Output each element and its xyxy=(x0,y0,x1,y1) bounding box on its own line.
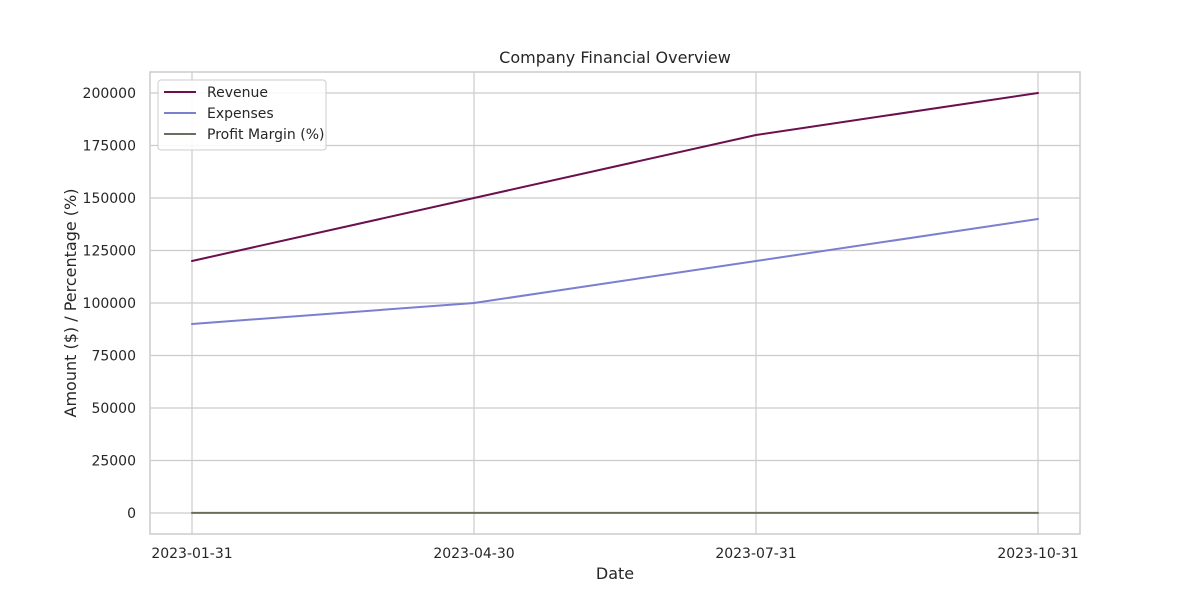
legend-label: Profit Margin (%) xyxy=(207,127,324,143)
y-tick-label: 125000 xyxy=(83,244,136,260)
x-tick-label: 2023-04-30 xyxy=(433,546,514,562)
y-tick-labels: 0 25000 50000 75000 100000 125000 150000 175000… xyxy=(83,86,136,522)
series-line-revenue xyxy=(191,92,1039,262)
y-tick-label: 175000 xyxy=(83,139,136,155)
y-tick-label: 50000 xyxy=(91,401,136,417)
legend: Revenue Expenses Profit Margin (%) xyxy=(157,79,327,151)
y-tick-label: 0 xyxy=(127,506,136,522)
series-lines xyxy=(191,92,1039,514)
x-tick-label: 2023-07-31 xyxy=(715,546,796,562)
x-tick-labels: 2023-01-31 2023-04-30 2023-07-31 2023-10-31 xyxy=(151,546,1078,562)
x-tick-label: 2023-01-31 xyxy=(151,546,232,562)
y-tick-label: 150000 xyxy=(83,191,136,207)
legend-box xyxy=(157,79,327,151)
x-tick-label: 2023-10-31 xyxy=(997,546,1078,562)
y-tick-label: 25000 xyxy=(91,454,136,470)
legend-label: Revenue xyxy=(207,85,268,101)
x-axis-label: Date xyxy=(596,564,634,583)
y-axis-label: Amount ($) / Percentage (%) xyxy=(61,189,80,418)
y-tick-label: 100000 xyxy=(83,296,136,312)
y-tick-label: 75000 xyxy=(91,349,136,365)
y-tick-label: 200000 xyxy=(83,86,136,102)
chart-title: Company Financial Overview xyxy=(499,48,731,67)
legend-label: Expenses xyxy=(207,106,274,122)
plot-frame xyxy=(149,71,1081,535)
series-line-expenses xyxy=(191,218,1039,325)
